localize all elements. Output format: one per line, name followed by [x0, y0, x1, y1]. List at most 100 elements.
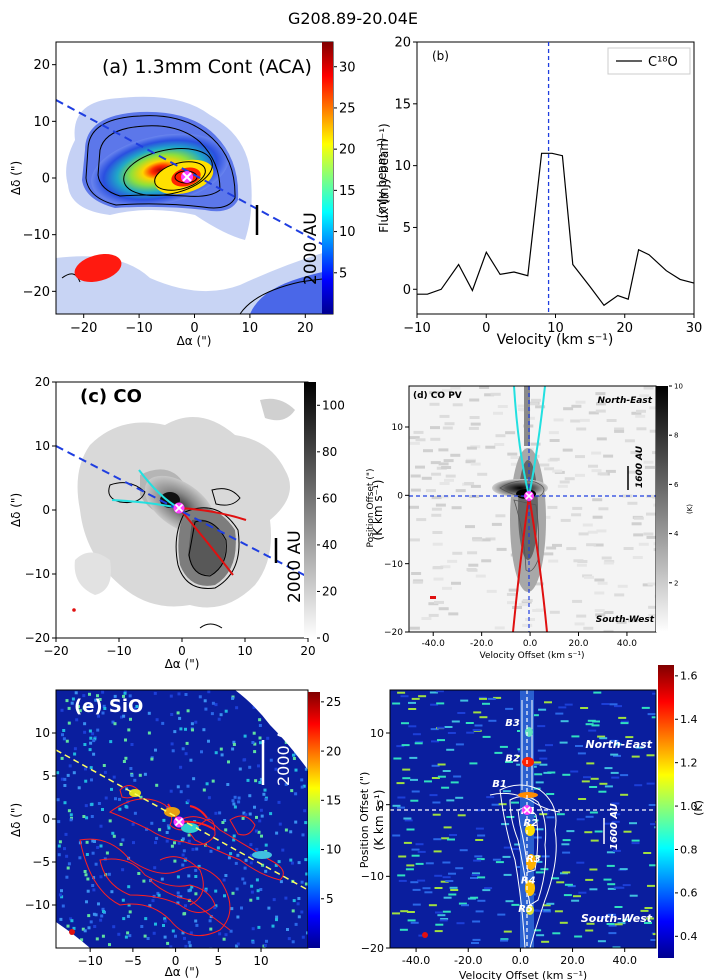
- colorbar-tick-label: 60: [322, 492, 337, 506]
- y-tick-label: 0: [42, 812, 50, 826]
- panel-b: −10 0 10 20 30 0 5 10 15 20 (b) C¹⁸O Velocity (km…: [377, 36, 702, 348]
- x-tick-label: 10: [547, 321, 564, 336]
- colorbar-tick-label: 10: [339, 225, 356, 240]
- panel-e-colorbar-label: (K km s⁻¹): [372, 790, 386, 851]
- x-tick-label: −5: [124, 954, 142, 968]
- colorbar-tick-label: 0.4: [680, 930, 698, 943]
- panel-a-xlabel: Δα ("): [177, 334, 212, 348]
- cyan-model-curve: [528, 386, 546, 497]
- panel-a-image: 2000 AU (a) 1.3mm Cont (ACA): [56, 56, 333, 314]
- c18o-spectrum-line: [417, 152, 695, 307]
- x-tick-label: −10: [125, 321, 152, 336]
- knot-label: B3: [505, 718, 520, 729]
- panel-f-ylabel: Position Offset ("): [358, 772, 371, 869]
- panel-e: 2000 AU (e) SiO −10 −5 0 5 10 −10 −5 0 5 10 Δα ("…: [9, 689, 386, 979]
- y-tick-label: −5: [32, 855, 50, 869]
- colorbar-tick-label: 0: [322, 631, 330, 645]
- panel-b-ylabel: Flux (mJy beam⁻¹): [377, 123, 391, 232]
- x-tick-label: 20: [297, 321, 314, 336]
- panel-d-colorbar: [656, 386, 668, 632]
- x-tick-label: 20: [300, 644, 315, 658]
- y-tick-label: 0: [42, 172, 50, 187]
- colorbar-tick-label: 1.6: [680, 670, 698, 683]
- scalebar-label: 2000 AU: [285, 530, 305, 603]
- panel-c-colorbar: [304, 382, 316, 638]
- panel-d-ylabel: Position Offset ("): [366, 469, 376, 548]
- y-tick-label: 10: [35, 439, 50, 453]
- y-tick-label: 0: [397, 491, 403, 501]
- y-tick-label: 10: [33, 115, 50, 130]
- y-tick-label: −20: [361, 942, 384, 955]
- panel-e-ylabel: Δδ ("): [9, 803, 23, 837]
- x-tick-label: 40.0: [617, 639, 637, 649]
- panel-b-axes: −10 0 10 20 30 0 5 10 15 20: [394, 36, 702, 336]
- panel-d: 1600 AU North-East South-West (d) CO PV …: [366, 382, 694, 661]
- panel-d-xlabel: Velocity Offset (km s⁻¹): [480, 651, 585, 661]
- panel-a-axes: −20 −10 0 10 20 −20 −10 0 10 20: [23, 58, 314, 336]
- panel-a: 2000 AU (a) 1.3mm Cont (ACA) −20 −10 0 10 20…: [9, 41, 389, 348]
- scalebar-label: 2000 AU: [274, 718, 293, 786]
- x-tick-label: 0: [178, 644, 186, 658]
- colorbar-tick-label: 1.0: [680, 800, 698, 813]
- panel-c-image: 2000 AU (c) CO: [56, 386, 308, 629]
- panel-e-image: 2000 AU (e) SiO: [56, 690, 308, 948]
- y-tick-label: 0: [42, 503, 50, 517]
- red-model-curve: [512, 495, 530, 632]
- panel-a-title: (a) 1.3mm Cont (ACA): [102, 56, 312, 78]
- legend-entry-c18o: C¹⁸O: [648, 55, 678, 70]
- peak-marker: [524, 491, 534, 501]
- x-tick-label: 40.0: [612, 954, 637, 967]
- panel-a-colorbar: [322, 42, 333, 314]
- panel-f-label-ne: North-East: [585, 738, 652, 751]
- panel-f-colorbar-ticks: 0.4 0.6 0.8 1.0 1.2 1.4 1.6: [675, 670, 698, 943]
- y-tick-label: 0: [377, 799, 384, 812]
- colorbar-tick-label: 10: [674, 382, 683, 390]
- colorbar-tick-label: 5: [339, 266, 347, 281]
- x-tick-label: −10: [403, 321, 430, 336]
- x-tick-label: 0.0: [512, 954, 530, 967]
- x-tick-label: 10: [242, 321, 259, 336]
- x-tick-label: 20.0: [568, 639, 588, 649]
- colorbar-tick-label: 15: [326, 794, 341, 808]
- panel-f-xlabel: Velocity Offset (km s⁻¹): [459, 969, 587, 980]
- panel-e-xlabel: Δα ("): [165, 965, 200, 979]
- outflow-axis-line: [56, 99, 333, 251]
- colorbar-tick-label: 100: [322, 398, 345, 412]
- panel-c: 2000 AU (c) CO −20 −10 0 10 20 −20 −10 0 10 20 Δα…: [9, 375, 385, 671]
- panel-f: 1600 AU North-East South-West B3B2B1R1R2…: [358, 665, 705, 980]
- x-tick-label: 30: [686, 321, 703, 336]
- x-tick-label: −20: [43, 644, 68, 658]
- colorbar-tick-label: 40: [322, 538, 337, 552]
- panel-d-colorbar-label: (K): [686, 504, 694, 514]
- panel-a-colorbar-ticks: 5 10 15 20 25 30: [334, 60, 356, 281]
- knot-label: R3: [526, 854, 541, 865]
- y-tick-label: 10: [370, 727, 384, 740]
- colorbar-tick-label: 1.2: [680, 757, 698, 770]
- y-tick-label: −20: [23, 285, 50, 300]
- peak-marker: [173, 816, 185, 828]
- panel-d-colorbar-ticks: 2 4 6 8 10: [669, 382, 683, 587]
- colorbar-tick-label: 25: [326, 695, 341, 709]
- y-tick-label: −20: [384, 628, 403, 638]
- panel-d-image: 1600 AU North-East South-West (d) CO PV: [409, 386, 656, 632]
- panel-d-title: (d) CO PV: [413, 391, 462, 401]
- peak-marker: [181, 171, 193, 183]
- panel-a-ylabel: Δδ ("): [9, 161, 23, 195]
- knot-label: R2: [523, 818, 538, 829]
- panel-d-label-sw: South-West: [596, 615, 655, 625]
- x-tick-label: −10: [78, 954, 103, 968]
- panel-b-title: (b): [432, 49, 449, 63]
- y-tick-label: 20: [35, 375, 50, 389]
- panel-e-title: (e) SiO: [74, 696, 143, 717]
- colorbar-tick-label: 1.4: [680, 713, 698, 726]
- panel-b-xlabel: Velocity (km s⁻¹): [497, 332, 614, 348]
- colorbar-tick-label: 25: [339, 101, 356, 116]
- panel-c-ylabel: Δδ ("): [9, 493, 23, 527]
- panel-f-colorbar-label: (K): [692, 800, 705, 816]
- y-tick-label: 5: [403, 221, 411, 236]
- colorbar-tick-label: 6: [674, 481, 679, 489]
- peak-marker: [173, 502, 185, 514]
- colorbar-tick-label: 0.8: [680, 843, 698, 856]
- scalebar-label: 1600 AU: [635, 445, 645, 488]
